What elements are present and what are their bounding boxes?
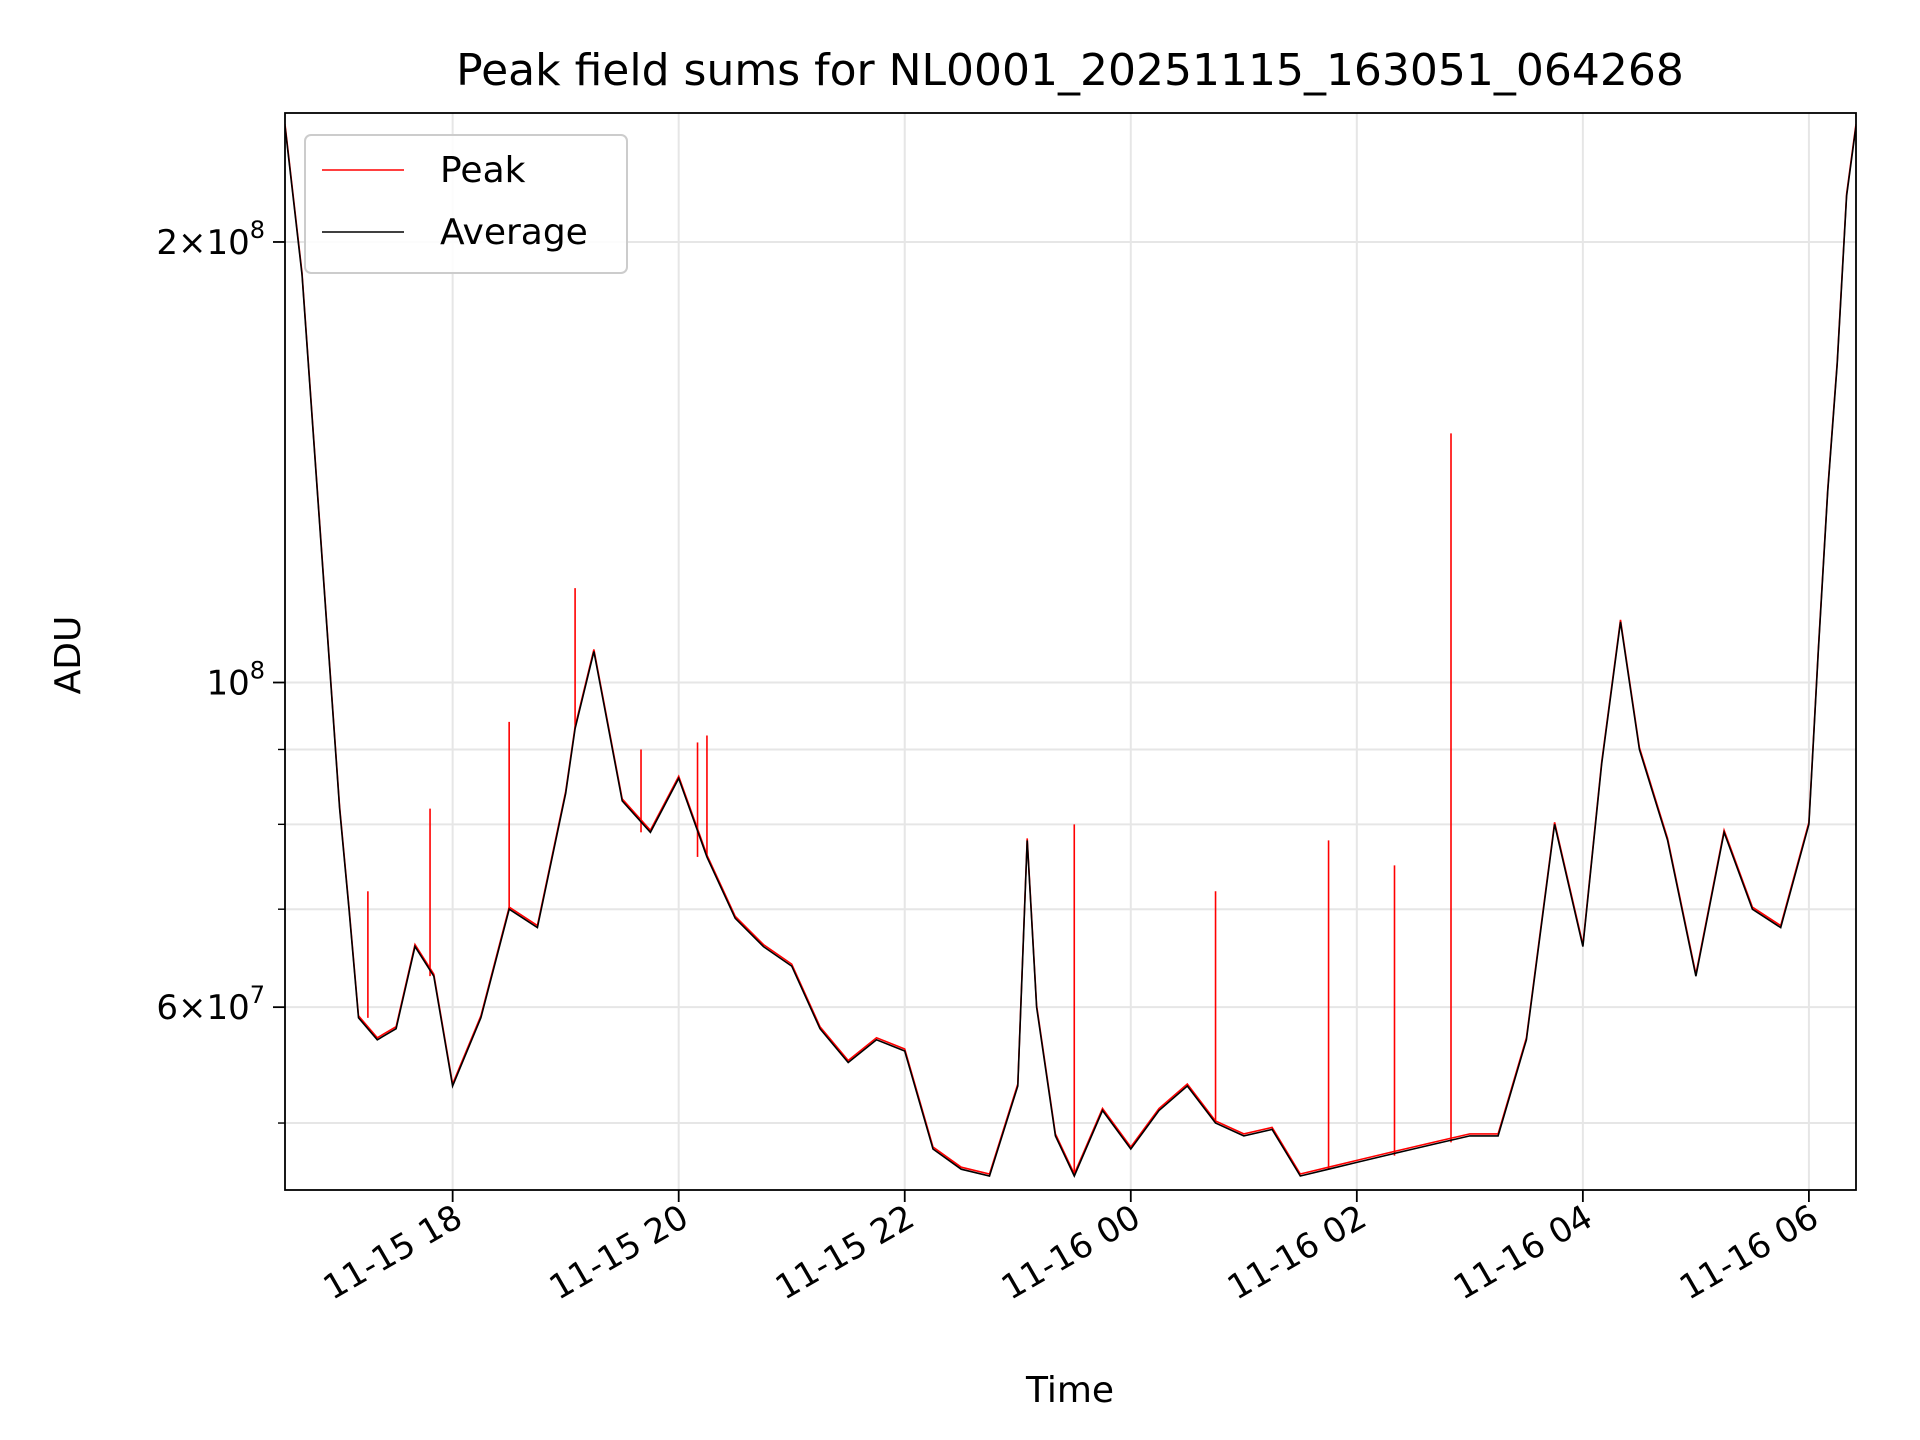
series-layer bbox=[285, 123, 1856, 1178]
legend: Peak Average bbox=[304, 134, 628, 274]
y-tick-label: 6×107 bbox=[156, 981, 265, 1028]
legend-entry-label: Peak bbox=[440, 150, 526, 191]
series-line-average bbox=[285, 125, 1856, 1178]
y-tick-label: 108 bbox=[206, 657, 265, 704]
legend-entry-label: Average bbox=[440, 212, 588, 253]
axes-frame bbox=[284, 112, 1857, 1191]
grid-lines bbox=[285, 113, 1856, 1190]
y-axis-label: ADU bbox=[48, 616, 89, 695]
x-axis-label: Time bbox=[1025, 1370, 1114, 1411]
y-axis-ticks: 6×107 108 2×108 bbox=[156, 216, 285, 1124]
y-tick-label: 2×108 bbox=[156, 216, 265, 263]
chart-title: Peak field sums for NL0001_20251115_1630… bbox=[456, 45, 1684, 96]
